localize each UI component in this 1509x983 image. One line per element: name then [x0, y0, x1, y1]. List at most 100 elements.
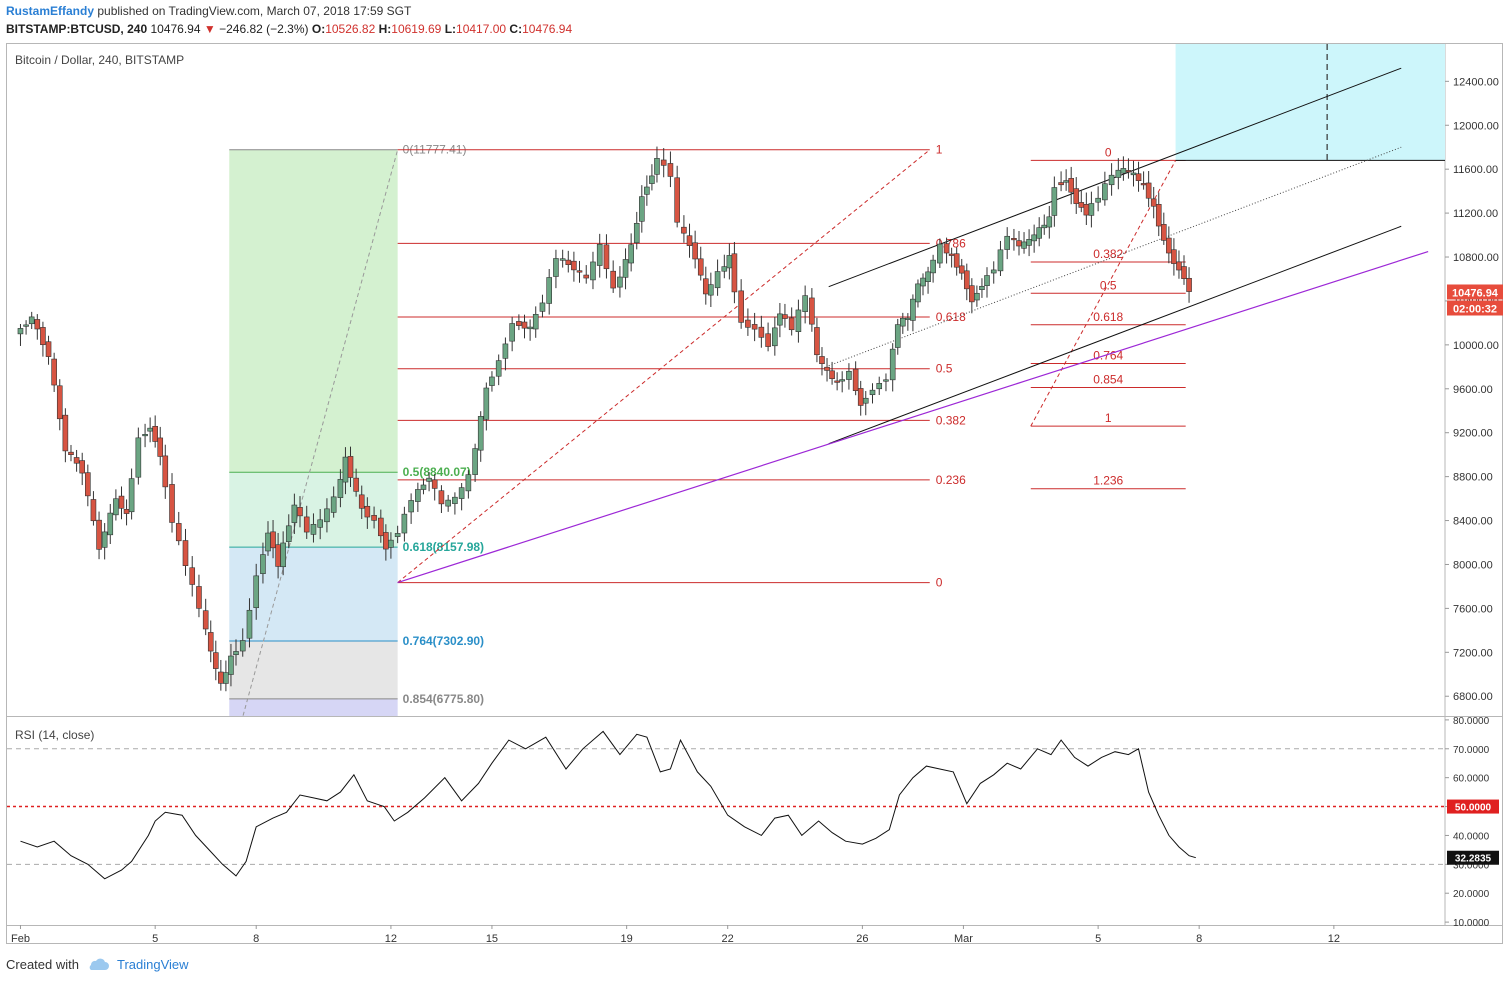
fib-trend-dashed: [242, 149, 399, 716]
candle-body: [596, 243, 603, 266]
candle-body: [824, 366, 830, 371]
candle-body: [963, 270, 970, 290]
price-change: −246.82 (−2.3%): [219, 22, 309, 36]
fib-right-label: 1.236: [1093, 474, 1123, 488]
candle-body: [644, 186, 650, 195]
candle-body: [265, 532, 271, 552]
rsi-mid-tag-label: 50.0000: [1455, 803, 1492, 814]
candle-body: [189, 567, 196, 585]
candle-body: [489, 376, 495, 386]
fib-extension-label: 0: [936, 576, 943, 590]
candle-body: [925, 271, 931, 282]
candle-body: [223, 672, 229, 684]
y-tick-label: 12400.00: [1453, 76, 1499, 88]
candle-body: [51, 358, 57, 386]
fib-right-label: 0.5: [1100, 278, 1117, 292]
candle-body: [559, 258, 566, 261]
candle-body: [218, 671, 224, 684]
candle-body: [1068, 178, 1074, 193]
tradingview-cloud-icon: [89, 958, 109, 970]
open-value: 10526.82: [325, 22, 376, 36]
candle-body: [147, 427, 153, 432]
tradingview-link[interactable]: TradingView: [116, 957, 189, 972]
candle-body: [1058, 182, 1064, 186]
x-tick-label: 8: [253, 933, 259, 945]
x-tick-label: Feb: [11, 933, 30, 945]
fib-right-label: 0.854: [1093, 372, 1123, 386]
candle-body: [1046, 216, 1053, 228]
candle-body: [765, 333, 771, 347]
rsi-title: RSI (14, close): [15, 728, 94, 742]
candle-body: [617, 276, 623, 288]
channel-mid: [828, 146, 1402, 367]
y-tick-label: 11200.00: [1453, 208, 1498, 220]
x-tick-label: 22: [722, 933, 734, 945]
rsi-tick-label: 70.0000: [1453, 745, 1490, 756]
candle-body: [175, 523, 182, 542]
fib-extension-label: 0.5: [936, 362, 953, 376]
candle-body: [990, 269, 997, 274]
candle-body: [681, 226, 687, 234]
candle-body: [426, 477, 432, 482]
candle-body: [1145, 182, 1152, 199]
candle-body: [1125, 170, 1132, 173]
fib-right-label: 0: [1105, 145, 1112, 159]
candle-body: [814, 327, 820, 356]
candle-body: [420, 484, 427, 490]
candle-body: [984, 275, 990, 286]
rsi-tick-label: 60.0000: [1453, 774, 1490, 785]
candle-body: [270, 531, 276, 549]
candle-body: [113, 498, 119, 516]
candle-body: [123, 508, 130, 514]
candle-body: [721, 266, 728, 272]
candle-body: [388, 539, 394, 548]
candle-body: [142, 434, 148, 437]
close-label: C:: [509, 22, 523, 36]
candle-body: [948, 253, 955, 256]
high-label: H:: [378, 22, 392, 36]
candle-body: [1036, 227, 1042, 239]
candle-body: [1186, 277, 1192, 292]
candle-body: [1021, 241, 1027, 249]
candle-body: [73, 457, 80, 464]
author-name[interactable]: RustamEffandy: [6, 4, 95, 18]
y-tick-label: 10000.00: [1453, 340, 1499, 352]
candle-body: [68, 451, 74, 455]
fib-level-label: 0.618(8157.98): [403, 540, 484, 554]
candle-body: [920, 277, 926, 287]
candle-body: [162, 455, 169, 488]
candle-body: [90, 499, 97, 522]
candle-body: [751, 324, 758, 330]
x-tick-label: 8: [1196, 933, 1202, 945]
candle-body: [633, 222, 640, 244]
channel-upper: [828, 67, 1402, 288]
candle-body: [157, 437, 164, 457]
rsi-tick-label: 40.0000: [1453, 831, 1490, 842]
candle-body: [546, 277, 552, 304]
candle-body: [862, 397, 869, 404]
candle-body: [1026, 239, 1032, 246]
candle-body: [228, 655, 234, 675]
candle-body: [452, 496, 458, 504]
candle-body: [152, 425, 158, 442]
support-trendline: [397, 250, 1429, 584]
y-tick-label: 6800.00: [1453, 691, 1493, 703]
last-price-tag-label: 10476.94: [1452, 287, 1499, 299]
y-tick-label: 10800.00: [1453, 252, 1499, 264]
candle-body: [516, 321, 522, 326]
candle-body: [731, 253, 738, 293]
y-tick-label: 8800.00: [1453, 472, 1493, 484]
y-tick-label: 7200.00: [1453, 647, 1493, 659]
candle-body: [378, 517, 384, 537]
candle-body: [45, 341, 52, 357]
x-tick-label: Mar: [954, 933, 973, 945]
rsi-tick-label: 20.0000: [1453, 889, 1490, 900]
candle-body: [62, 414, 69, 452]
footer: Created with TradingView: [6, 957, 189, 972]
candle-body: [280, 542, 286, 568]
candle-body: [438, 490, 445, 505]
candle-body: [539, 302, 546, 312]
candle-body: [1166, 237, 1172, 254]
candle-body: [1095, 197, 1101, 203]
